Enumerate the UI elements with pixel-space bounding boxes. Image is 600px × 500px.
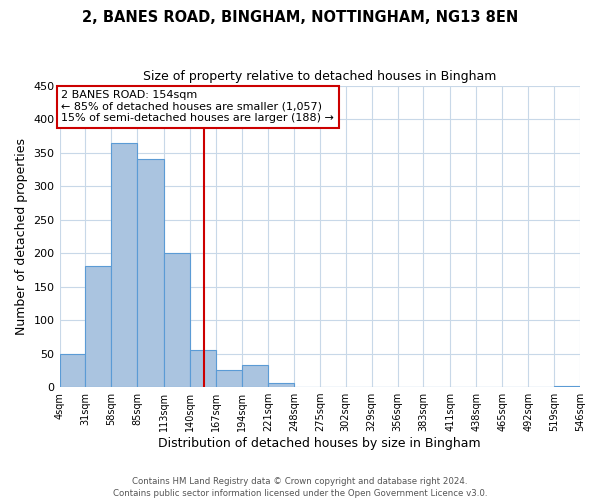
Bar — [268, 383, 294, 387]
Text: Contains HM Land Registry data © Crown copyright and database right 2024.
Contai: Contains HM Land Registry data © Crown c… — [113, 476, 487, 498]
Title: Size of property relative to detached houses in Bingham: Size of property relative to detached ho… — [143, 70, 496, 83]
Text: 2 BANES ROAD: 154sqm
← 85% of detached houses are smaller (1,057)
15% of semi-de: 2 BANES ROAD: 154sqm ← 85% of detached h… — [61, 90, 334, 124]
Text: 2, BANES ROAD, BINGHAM, NOTTINGHAM, NG13 8EN: 2, BANES ROAD, BINGHAM, NOTTINGHAM, NG13… — [82, 10, 518, 25]
Y-axis label: Number of detached properties: Number of detached properties — [15, 138, 28, 335]
Bar — [242, 365, 268, 387]
Bar — [112, 142, 137, 387]
Bar — [216, 370, 242, 387]
Bar — [554, 386, 580, 387]
Bar — [85, 266, 112, 387]
X-axis label: Distribution of detached houses by size in Bingham: Distribution of detached houses by size … — [158, 437, 481, 450]
Bar — [137, 160, 164, 387]
Bar — [190, 350, 216, 387]
Bar — [164, 253, 190, 387]
Bar — [59, 354, 85, 387]
